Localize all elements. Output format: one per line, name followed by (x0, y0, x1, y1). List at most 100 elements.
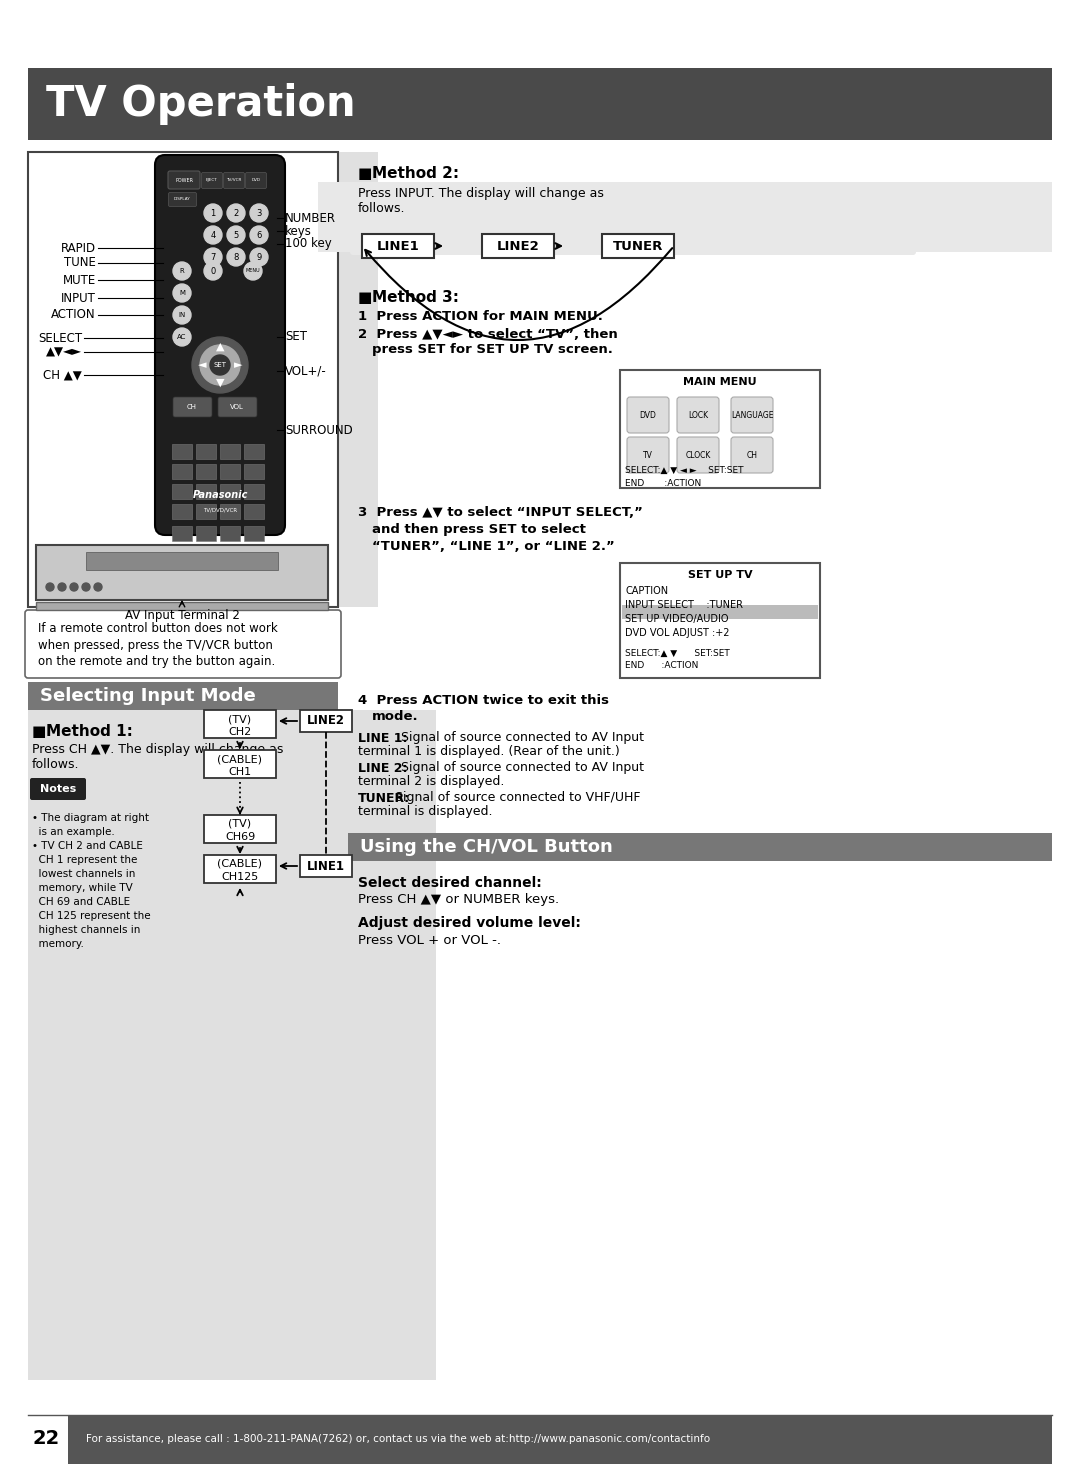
Text: highest channels in: highest channels in (32, 925, 140, 935)
Text: EJECT: EJECT (206, 179, 218, 182)
FancyBboxPatch shape (224, 173, 244, 189)
Text: LINE1: LINE1 (307, 859, 345, 873)
Text: IN: IN (178, 312, 186, 318)
Text: MUTE: MUTE (63, 274, 96, 287)
Text: terminal 1 is displayed. (Rear of the unit.): terminal 1 is displayed. (Rear of the un… (357, 745, 620, 758)
Text: (CABLE): (CABLE) (217, 754, 262, 764)
Text: NUMBER: NUMBER (285, 211, 336, 224)
FancyBboxPatch shape (220, 526, 240, 542)
FancyBboxPatch shape (36, 160, 330, 599)
Text: SET: SET (214, 362, 227, 367)
Text: VOL+/-: VOL+/- (285, 365, 327, 378)
Circle shape (210, 354, 230, 375)
Text: SET UP TV: SET UP TV (688, 569, 753, 580)
Text: RAPID: RAPID (60, 242, 96, 255)
Text: 2  Press ▲▼◄► to select “TV”, then: 2 Press ▲▼◄► to select “TV”, then (357, 328, 618, 341)
Text: CLOCK: CLOCK (686, 451, 711, 460)
FancyBboxPatch shape (195, 504, 216, 520)
FancyBboxPatch shape (627, 397, 669, 433)
Circle shape (227, 247, 245, 266)
FancyBboxPatch shape (627, 436, 669, 473)
Circle shape (249, 225, 268, 244)
FancyBboxPatch shape (32, 157, 334, 603)
Text: CH125: CH125 (221, 873, 258, 881)
Text: memory.: memory. (32, 938, 84, 949)
Text: Press CH ▲▼ or NUMBER keys.: Press CH ▲▼ or NUMBER keys. (357, 893, 559, 906)
Text: • The diagram at right: • The diagram at right (32, 813, 149, 823)
Text: 7: 7 (211, 252, 216, 262)
Text: 100 key: 100 key (285, 237, 332, 250)
Text: LINE1: LINE1 (377, 240, 419, 252)
Text: 1  Press ACTION for MAIN MENU.: 1 Press ACTION for MAIN MENU. (357, 309, 603, 322)
Text: Select desired channel:: Select desired channel: (357, 875, 542, 890)
FancyBboxPatch shape (677, 397, 719, 433)
FancyBboxPatch shape (348, 833, 1052, 861)
Circle shape (204, 225, 222, 244)
Text: keys: keys (285, 224, 312, 237)
FancyBboxPatch shape (168, 171, 200, 189)
FancyBboxPatch shape (244, 504, 264, 520)
Text: CH ▲▼: CH ▲▼ (43, 369, 82, 382)
Text: 3: 3 (256, 208, 261, 218)
Text: (TV): (TV) (229, 818, 252, 829)
Text: DVD: DVD (639, 410, 657, 420)
Text: VOL: VOL (230, 404, 244, 410)
Text: Method 2:: Method 2: (372, 167, 459, 182)
FancyBboxPatch shape (620, 564, 820, 678)
Text: SELECT:▲ ▼      SET:SET: SELECT:▲ ▼ SET:SET (625, 649, 730, 657)
Circle shape (192, 337, 248, 392)
Circle shape (46, 583, 54, 591)
Text: DVD: DVD (252, 179, 260, 182)
FancyBboxPatch shape (86, 552, 278, 569)
Text: 9: 9 (256, 252, 261, 262)
Text: INPUT SELECT    :TUNER: INPUT SELECT :TUNER (625, 600, 743, 610)
FancyBboxPatch shape (244, 485, 264, 499)
FancyBboxPatch shape (172, 444, 192, 460)
Text: CH: CH (746, 451, 757, 460)
Text: LINE2: LINE2 (307, 714, 345, 728)
FancyBboxPatch shape (195, 485, 216, 499)
Text: (CABLE): (CABLE) (217, 859, 262, 870)
Text: ►: ► (233, 360, 242, 370)
Text: when pressed, press the TV/VCR button: when pressed, press the TV/VCR button (38, 638, 273, 651)
Text: SET: SET (285, 331, 307, 344)
FancyBboxPatch shape (173, 397, 212, 417)
Text: SURROUND: SURROUND (285, 423, 353, 436)
FancyBboxPatch shape (172, 504, 192, 520)
Text: ■: ■ (357, 167, 373, 182)
Circle shape (94, 583, 102, 591)
FancyBboxPatch shape (362, 234, 434, 258)
Text: TUNE: TUNE (64, 256, 96, 269)
FancyBboxPatch shape (36, 602, 328, 610)
Text: MAIN MENU: MAIN MENU (684, 378, 757, 386)
Text: memory, while TV: memory, while TV (32, 883, 133, 893)
Text: TUNER:: TUNER: (357, 792, 410, 805)
Text: ◄: ◄ (198, 360, 206, 370)
Text: DVD VOL ADJUST :+2: DVD VOL ADJUST :+2 (625, 628, 729, 638)
Text: CH: CH (187, 404, 197, 410)
Text: 8: 8 (233, 252, 239, 262)
Circle shape (249, 247, 268, 266)
Text: 22: 22 (32, 1429, 59, 1448)
FancyBboxPatch shape (677, 436, 719, 473)
FancyBboxPatch shape (28, 710, 436, 1381)
FancyBboxPatch shape (602, 234, 674, 258)
FancyBboxPatch shape (204, 710, 276, 738)
Text: “TUNER”, “LINE 1”, or “LINE 2.”: “TUNER”, “LINE 1”, or “LINE 2.” (372, 540, 615, 552)
Text: TUNER: TUNER (612, 240, 663, 252)
Text: TV Operation: TV Operation (46, 83, 355, 124)
Circle shape (204, 203, 222, 223)
Text: 4: 4 (211, 230, 216, 240)
Text: CH 1 represent the: CH 1 represent the (32, 855, 137, 865)
FancyBboxPatch shape (36, 545, 328, 600)
Text: 1: 1 (211, 208, 216, 218)
Circle shape (227, 203, 245, 223)
FancyBboxPatch shape (300, 855, 352, 877)
Text: CH2: CH2 (228, 728, 252, 736)
Text: TV/DVD/VCR: TV/DVD/VCR (203, 508, 238, 512)
Text: CH1: CH1 (229, 767, 252, 777)
Text: ■: ■ (357, 290, 373, 305)
Text: Press INPUT. The display will change as: Press INPUT. The display will change as (357, 187, 604, 201)
Circle shape (200, 346, 240, 385)
Text: SET UP VIDEO/AUDIO: SET UP VIDEO/AUDIO (625, 613, 729, 624)
